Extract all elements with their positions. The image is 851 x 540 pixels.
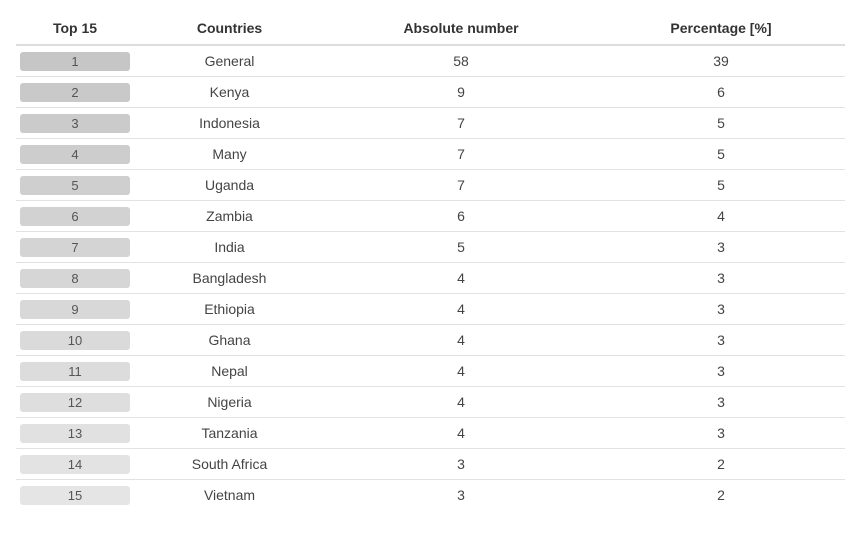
rank-cell: 6 — [16, 200, 134, 232]
rank-cell: 10 — [16, 324, 134, 356]
percentage-cell: 3 — [597, 262, 845, 294]
absolute-number-cell: 7 — [325, 169, 597, 201]
absolute-number-cell: 3 — [457, 487, 465, 503]
rank-cell: 3 — [16, 107, 134, 139]
rank-cell: 12 — [16, 386, 134, 418]
country-cell: Nepal — [134, 355, 325, 387]
table-row: 7 India 5 3 — [16, 231, 845, 263]
table-row: 15 Vietnam 3 2 — [16, 480, 845, 511]
country-cell: Zambia — [134, 200, 325, 232]
rank-badge: 3 — [20, 113, 130, 133]
percentage-cell: 3 — [597, 293, 845, 325]
absolute-number-cell: 4 — [325, 262, 597, 294]
absolute-number-cell: 58 — [325, 45, 597, 77]
rank-badge: 12 — [20, 392, 130, 412]
table-header: Top 15 Countries Absolute number Percent… — [16, 12, 845, 46]
ranking-table-container: Top 15 Countries Absolute number Percent… — [16, 12, 845, 510]
rank-cell: 7 — [16, 231, 134, 263]
rank-badge: 1 — [20, 51, 130, 71]
country-cell: Many — [134, 138, 325, 170]
rank-cell: 13 — [16, 417, 134, 449]
rank-badge: 2 — [20, 82, 130, 102]
country-cell: Uganda — [134, 169, 325, 201]
header-rank[interactable]: Top 15 — [16, 12, 134, 46]
rank-cell: 5 — [16, 169, 134, 201]
rank-cell: 4 — [16, 138, 134, 170]
absolute-number-cell: 4 — [325, 293, 597, 325]
country-cell: Nigeria — [134, 386, 325, 418]
table-body: 1 General 58 39 2 Kenya 9 6 3 Indonesia 7 5 4 Many 7 5 5… — [16, 45, 845, 510]
percentage-cell: 5 — [597, 138, 845, 170]
percentage-cell: 3 — [597, 231, 845, 263]
table-row: 5 Uganda 7 5 — [16, 169, 845, 201]
table-row: 13 Tanzania 4 3 — [16, 417, 845, 449]
country-cell: General — [134, 45, 325, 77]
absolute-number-cell: 7 — [325, 107, 597, 139]
absolute-number-cell: 4 — [325, 355, 597, 387]
rank-badge: 10 — [20, 330, 130, 350]
rank-badge: 11 — [20, 361, 130, 381]
country-cell: Tanzania — [134, 417, 325, 449]
absolute-number-cell: 5 — [325, 231, 597, 263]
percentage-cell: 3 — [597, 355, 845, 387]
percentage-cell: 4 — [597, 200, 845, 232]
rank-cell: 8 — [16, 262, 134, 294]
rank-cell: 2 — [16, 76, 134, 108]
header-row: Top 15 Countries Absolute number Percent… — [16, 12, 845, 46]
country-cell: Ethiopia — [134, 293, 325, 325]
country-cell: South Africa — [134, 448, 325, 480]
absolute-number-cell: 3 — [325, 448, 597, 480]
absolute-number-cell: 9 — [325, 76, 597, 108]
percentage-cell: 39 — [597, 45, 845, 77]
header-country[interactable]: Countries — [134, 12, 325, 46]
absolute-number-cell: 7 — [325, 138, 597, 170]
rank-badge: 5 — [20, 175, 130, 195]
rank-badge: 4 — [20, 144, 130, 164]
absolute-number-cell: 6 — [325, 200, 597, 232]
absolute-number-cell: 4 — [325, 386, 597, 418]
percentage-cell: 3 — [597, 324, 845, 356]
percentage-cell: 2 — [597, 448, 845, 480]
percentage-cell: 6 — [597, 76, 845, 108]
rank-badge: 13 — [20, 423, 130, 443]
table-row: 14 South Africa 3 2 — [16, 448, 845, 480]
rank-badge: 15 — [20, 485, 130, 505]
header-absolute-number[interactable]: Absolute number — [325, 12, 597, 46]
rank-cell: 14 — [16, 448, 134, 480]
table-row: 8 Bangladesh 4 3 — [16, 262, 845, 294]
rank-badge: 9 — [20, 299, 130, 319]
country-cell: Indonesia — [134, 107, 325, 139]
country-cell: Bangladesh — [134, 262, 325, 294]
table-row: 2 Kenya 9 6 — [16, 76, 845, 108]
percentage-cell: 2 — [717, 487, 725, 503]
rank-cell: 9 — [16, 293, 134, 325]
table-row: 9 Ethiopia 4 3 — [16, 293, 845, 325]
ranking-table: Top 15 Countries Absolute number Percent… — [16, 12, 845, 510]
table-row: 11 Nepal 4 3 — [16, 355, 845, 387]
table-row: 12 Nigeria 4 3 — [16, 386, 845, 418]
country-cell: Ghana — [134, 324, 325, 356]
country-cell: Kenya — [134, 76, 325, 108]
rank-cell: 11 — [16, 355, 134, 387]
rank-badge: 8 — [20, 268, 130, 288]
rank-badge: 7 — [20, 237, 130, 257]
table-row: 6 Zambia 6 4 — [16, 200, 845, 232]
country-cell: Vietnam — [203, 487, 256, 503]
absolute-number-cell: 4 — [325, 324, 597, 356]
percentage-cell: 3 — [597, 417, 845, 449]
absolute-number-cell: 4 — [325, 417, 597, 449]
country-cell: India — [134, 231, 325, 263]
header-percentage[interactable]: Percentage [%] — [597, 12, 845, 46]
percentage-cell: 5 — [597, 107, 845, 139]
rank-badge: 14 — [20, 454, 130, 474]
rank-badge: 6 — [20, 206, 130, 226]
table-row: 3 Indonesia 7 5 — [16, 107, 845, 139]
table-row: 1 General 58 39 — [16, 45, 845, 77]
rank-cell: 1 — [16, 45, 134, 77]
rank-cell: 15 — [16, 480, 134, 511]
table-row: 4 Many 7 5 — [16, 138, 845, 170]
table-row: 10 Ghana 4 3 — [16, 324, 845, 356]
percentage-cell: 5 — [597, 169, 845, 201]
percentage-cell: 3 — [597, 386, 845, 418]
